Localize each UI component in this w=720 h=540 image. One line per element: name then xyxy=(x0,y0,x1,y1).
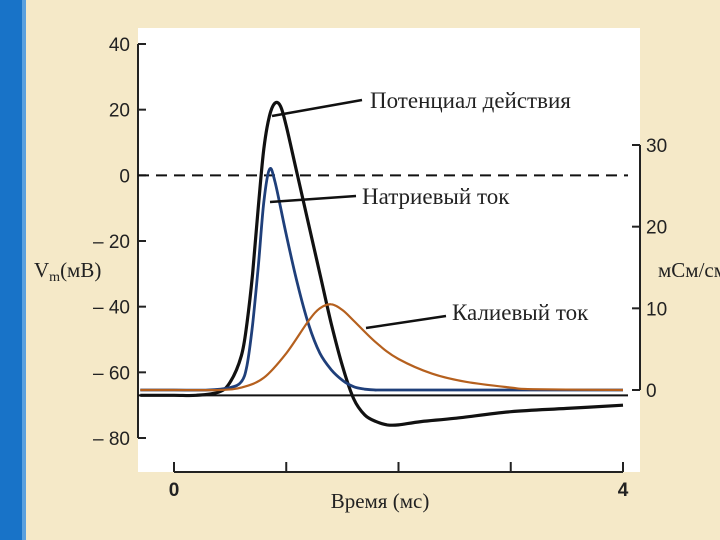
annotation-leader xyxy=(269,194,357,204)
annotation-action-potential: Потенциал действия xyxy=(370,88,571,113)
y-axis-label-right: мСм/см xyxy=(658,258,720,282)
y-tick-label-left: – 20 xyxy=(93,232,130,253)
y-tick-label-right: 0 xyxy=(646,381,657,402)
x-tick-label: 0 xyxy=(169,480,180,501)
annotation-potassium-current: Калиевый ток xyxy=(452,300,589,325)
potassium-current-line xyxy=(140,303,624,392)
y-tick-label-left: – 80 xyxy=(93,429,130,450)
action-potential-line xyxy=(140,100,624,427)
y-tick-label-right: 10 xyxy=(646,299,667,320)
plot-panel xyxy=(138,28,640,472)
y-tick-label-left: 40 xyxy=(109,35,130,56)
y-tick-label-left: 0 xyxy=(119,166,130,187)
annotation-sodium-current: Натриевый ток xyxy=(362,184,510,209)
annotation-leader xyxy=(365,314,447,330)
sodium-current-line xyxy=(140,167,623,392)
y-tick-label-left: 20 xyxy=(109,101,130,122)
y-tick-label-left: – 60 xyxy=(93,363,130,384)
y-tick-label-right: 20 xyxy=(646,218,667,239)
x-tick-label: 4 xyxy=(618,480,629,501)
annotation-leader xyxy=(271,98,363,118)
x-axis-label: Время (мс) xyxy=(331,489,430,513)
y-tick-label-right: 30 xyxy=(646,136,667,157)
y-tick-label-left: – 40 xyxy=(93,298,130,319)
slide-accent-bar xyxy=(0,0,26,540)
y-axis-label-left: Vm(мВ) xyxy=(34,258,101,285)
